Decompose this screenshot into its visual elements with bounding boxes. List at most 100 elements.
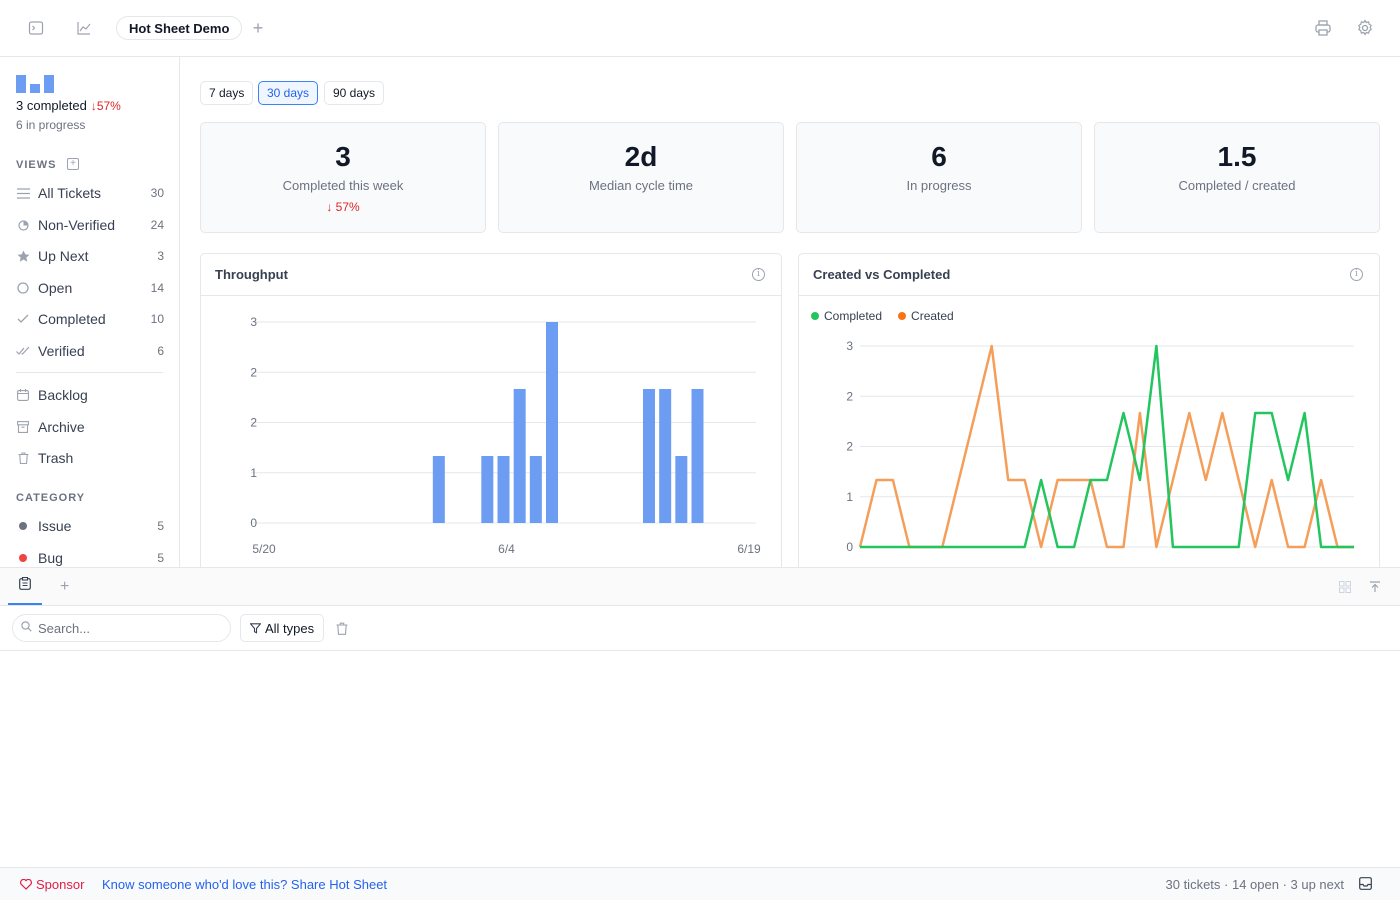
sidebar-item-label: Backlog <box>38 387 88 403</box>
star-icon <box>16 249 30 263</box>
bottom-tab-bar: + <box>0 568 1400 606</box>
sidebar-item-count: 6 <box>157 344 164 358</box>
info-icon[interactable]: i <box>1350 268 1363 281</box>
y-tick-label: 0 <box>846 540 853 554</box>
sidebar-item-completed[interactable]: Completed 10 <box>16 307 164 331</box>
sidebar-item-up-next[interactable]: Up Next 3 <box>16 244 164 268</box>
stat-label: Median cycle time <box>588 178 694 193</box>
trash-icon[interactable] <box>334 620 350 636</box>
bar <box>497 456 510 523</box>
circle-icon <box>16 281 30 295</box>
list-icon <box>16 186 30 200</box>
chart-icon[interactable] <box>72 16 96 40</box>
sidebar-item-count: 3 <box>157 249 164 263</box>
bar <box>546 322 558 523</box>
ticket-toolbar: All types <box>0 606 1400 651</box>
range-90-days-button[interactable]: 90 days <box>324 81 385 105</box>
y-tick-label: 1 <box>250 466 257 480</box>
mini-bar <box>44 75 54 93</box>
category-dot <box>16 551 30 565</box>
sidebar-item-count: 14 <box>150 281 164 295</box>
sidebar-item-label: All Tickets <box>38 185 102 201</box>
stat-label: In progress <box>906 178 972 193</box>
terminal-icon[interactable] <box>24 16 48 40</box>
add-tab-icon[interactable]: + <box>60 578 70 595</box>
sidebar-item-label: Archive <box>38 419 85 435</box>
y-tick-label: 2 <box>250 416 257 430</box>
sidebar-item-verified[interactable]: Verified 6 <box>16 339 164 363</box>
mini-bar <box>16 75 26 93</box>
sidebar-item-open[interactable]: Open 14 <box>16 276 164 300</box>
double-check-icon <box>16 344 30 358</box>
sidebar-divider <box>16 372 163 373</box>
sidebar-item-non-verified[interactable]: Non-Verified 24 <box>16 213 164 237</box>
grid-view-icon[interactable] <box>1338 580 1352 594</box>
inbox-icon[interactable] <box>1359 877 1373 891</box>
project-tab[interactable]: Hot Sheet Demo <box>116 16 243 40</box>
filter-label: All types <box>265 620 315 636</box>
sidebar-item-issue[interactable]: Issue 5 <box>16 514 164 538</box>
type-filter-button[interactable]: All types <box>240 614 325 642</box>
throughput-chart-card: Throughput i 0 1 2 2 3 5/20 6/4 6/19 <box>200 253 782 573</box>
sidebar-item-count: 5 <box>157 551 164 565</box>
print-icon[interactable] <box>1311 16 1335 40</box>
sidebar-item-backlog[interactable]: Backlog <box>16 383 164 407</box>
sidebar-item-label: Verified <box>38 343 85 359</box>
chart-header: Created vs Completed i <box>799 254 1379 296</box>
ticket-status-summary: 30 tickets · 14 open · 3 up next <box>1165 877 1345 892</box>
created-vs-completed-chart-card: Created vs Completed i Completed Created… <box>798 253 1380 573</box>
sidebar-item-count: 30 <box>150 186 164 200</box>
half-circle-icon <box>16 218 30 232</box>
sidebar-item-count: 5 <box>157 519 164 533</box>
bar <box>432 456 445 523</box>
sponsor-link[interactable]: Sponsor <box>20 877 84 892</box>
stat-card-completed-created: 1.5 Completed / created <box>1094 122 1380 233</box>
stat-card-in-progress: 6 In progress <box>796 122 1082 233</box>
stat-change: ↓ 57% <box>326 200 360 214</box>
sidebar-item-label: Open <box>38 280 73 296</box>
sidebar-item-bug[interactable]: Bug 5 <box>16 546 164 567</box>
sidebar-item-count: 10 <box>150 312 164 326</box>
chart-legend: Completed Created <box>811 309 970 323</box>
series-line <box>860 344 1354 549</box>
info-icon[interactable]: i <box>752 268 765 281</box>
tab-tickets[interactable] <box>8 568 42 605</box>
y-tick-label: 3 <box>250 315 257 329</box>
chart-title: Created vs Completed <box>813 267 951 282</box>
bar <box>659 389 672 523</box>
completed-count: 3 completed <box>16 98 87 113</box>
completed-summary: 3 completed ↓57% <box>16 98 121 113</box>
sidebar-item-trash[interactable]: Trash <box>16 446 164 470</box>
stat-value: 3 <box>335 141 351 172</box>
y-tick-label: 2 <box>250 365 257 379</box>
sidebar-item-all-tickets[interactable]: All Tickets 30 <box>16 181 164 205</box>
range-7-days-button[interactable]: 7 days <box>200 81 254 105</box>
calendar-icon <box>16 388 30 402</box>
bar <box>529 456 542 523</box>
legend-swatch <box>898 312 907 320</box>
add-view-icon[interactable]: + <box>67 158 79 170</box>
range-30-days-button[interactable]: 30 days <box>258 81 319 105</box>
x-tick-label: 6/19 <box>737 542 761 556</box>
settings-gear-icon[interactable] <box>1353 16 1377 40</box>
stat-label: Completed / created <box>1178 178 1296 193</box>
archive-icon <box>16 420 30 434</box>
share-link[interactable]: Know someone who'd love this? Share Hot … <box>102 877 388 892</box>
legend-item-completed: Completed <box>811 309 882 323</box>
collapse-panel-icon[interactable] <box>1368 580 1382 594</box>
search-box <box>12 614 231 642</box>
y-tick-label: 3 <box>846 339 853 353</box>
sidebar-item-archive[interactable]: Archive <box>16 415 164 439</box>
sidebar-item-label: Up Next <box>38 248 89 264</box>
search-input[interactable] <box>38 620 218 636</box>
throughput-chart: 0 1 2 2 3 5/20 6/4 6/19 <box>250 315 761 556</box>
completed-change: ↓57% <box>90 99 121 113</box>
y-tick-label: 0 <box>250 516 257 530</box>
legend-label: Completed <box>824 309 883 323</box>
filter-icon <box>250 622 261 634</box>
heart-icon <box>20 879 32 890</box>
footer: Sponsor Know someone who'd love this? Sh… <box>0 867 1400 900</box>
bar <box>643 389 655 523</box>
check-icon <box>16 312 30 326</box>
add-tab-icon[interactable]: + <box>252 17 264 38</box>
